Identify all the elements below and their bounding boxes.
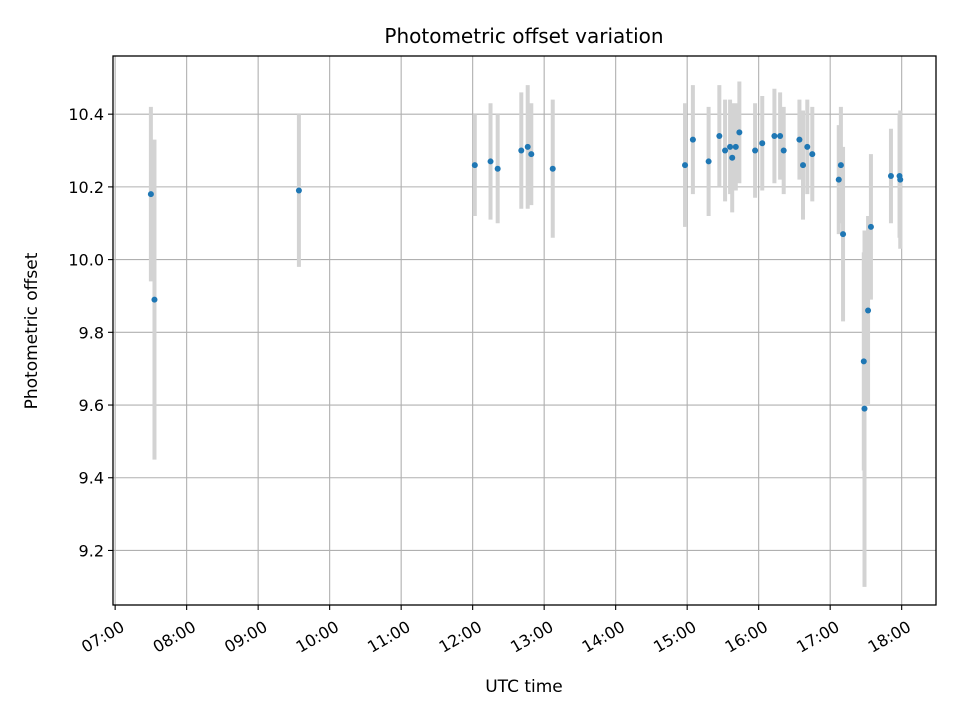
data-point [809, 151, 816, 158]
x-tick-label: 08:00 [150, 617, 199, 657]
data-point [752, 147, 759, 154]
chart-title: Photometric offset variation [384, 24, 663, 48]
data-point [716, 132, 723, 139]
plot-frame [112, 55, 937, 606]
data-point [295, 187, 302, 194]
x-tick-label: 15:00 [650, 617, 699, 657]
data-point [524, 143, 531, 150]
data-point [471, 162, 478, 169]
data-point [804, 143, 811, 150]
data-point [865, 307, 872, 314]
y-axis-label: Photometric offset [22, 252, 42, 409]
data-point [835, 176, 842, 183]
data-point [796, 136, 803, 143]
data-point [518, 147, 525, 154]
y-tick-label: 10.2 [68, 178, 104, 197]
data-point [777, 132, 784, 139]
data-points [147, 129, 904, 412]
y-tick-label: 9.2 [79, 541, 104, 560]
x-tick-label: 11:00 [364, 617, 413, 657]
data-point [487, 158, 494, 165]
data-point [682, 162, 689, 169]
x-tick-label: 14:00 [579, 617, 628, 657]
y-axis-ticks: 9.2 9.4 9.6 9.8 10.0 10.2 10.4 [68, 105, 113, 560]
data-point [771, 132, 778, 139]
x-tick-label: 16:00 [722, 617, 771, 657]
data-point [860, 358, 867, 365]
data-point [861, 405, 868, 412]
y-tick-label: 9.4 [79, 469, 104, 488]
data-point [759, 140, 766, 147]
data-point [897, 176, 904, 183]
data-point [689, 136, 696, 143]
data-point [151, 296, 158, 303]
data-point [780, 147, 787, 154]
data-point [705, 158, 712, 165]
x-axis-ticks: 07:00 08:00 09:00 10:00 11:00 12:00 13:00 14:00… [78, 605, 914, 657]
x-tick-label: 18:00 [865, 617, 914, 657]
data-point [887, 172, 894, 179]
data-point [736, 129, 743, 136]
y-tick-label: 9.8 [79, 323, 104, 342]
data-point [494, 165, 501, 172]
data-point [732, 143, 739, 150]
data-point [800, 162, 807, 169]
x-tick-label: 12:00 [436, 617, 485, 657]
data-point [837, 162, 844, 169]
y-tick-label: 10.0 [68, 251, 104, 270]
data-point [729, 154, 736, 161]
data-point [867, 223, 874, 230]
data-point [840, 231, 847, 238]
data-point [722, 147, 729, 154]
error-bars [148, 81, 903, 587]
x-axis-label: UTC time [485, 677, 563, 697]
y-tick-label: 10.4 [68, 105, 104, 124]
x-tick-label: 09:00 [221, 617, 270, 657]
x-tick-label: 17:00 [793, 617, 842, 657]
data-point [147, 191, 154, 198]
data-point [549, 165, 556, 172]
data-point [727, 143, 734, 150]
x-tick-label: 07:00 [78, 617, 127, 657]
data-point [528, 151, 535, 158]
y-tick-label: 9.6 [79, 396, 104, 415]
x-tick-label: 10:00 [293, 617, 342, 657]
x-tick-label: 13:00 [507, 617, 556, 657]
